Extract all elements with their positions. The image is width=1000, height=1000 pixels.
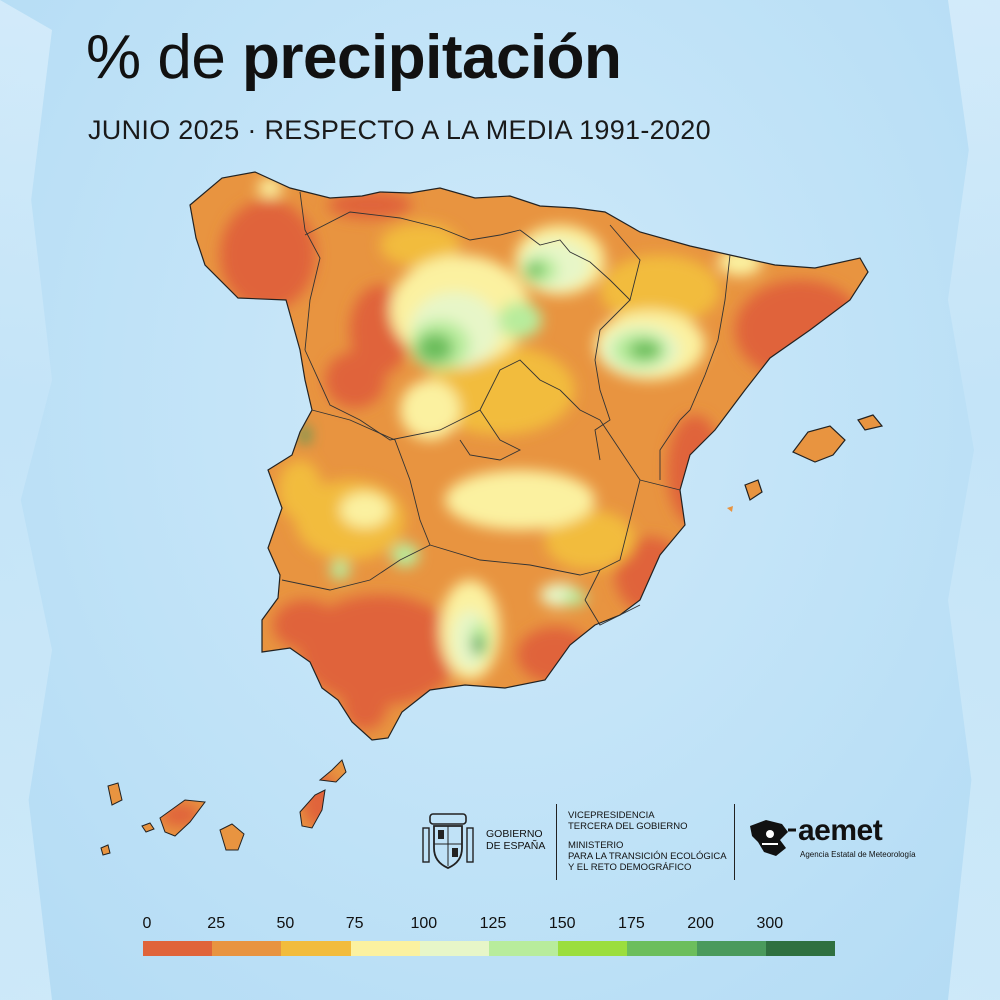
legend-swatch — [350, 941, 420, 956]
aemet-logo-icon — [750, 820, 796, 856]
legend-label: 50 — [276, 915, 295, 932]
legend-swatch — [143, 941, 213, 956]
vice-line-2: TERCERA DEL GOBIERNO — [568, 821, 688, 832]
institution-logos: GOBIERNO DE ESPAÑA VICEPRESIDENCIA TERCE… — [420, 800, 920, 890]
canary-islands — [100, 759, 347, 856]
precipitation-field — [101, 172, 882, 855]
regional-borders — [281, 191, 731, 626]
legend-label: 200 — [687, 915, 714, 932]
legend-label: 125 — [479, 915, 507, 932]
ministerio-line-1: MINISTERIO — [568, 840, 624, 851]
legend-label: 0 — [142, 915, 152, 932]
vice-line-1: VICEPRESIDENCIA — [568, 810, 655, 821]
gobierno-line-2: DE ESPAÑA — [486, 840, 546, 852]
legend-label: 300 — [756, 915, 784, 932]
legend-labels: 0 25 50 75 100 125 150 175 200 300 — [143, 915, 835, 939]
gobierno-text: GOBIERNO DE ESPAÑA — [486, 828, 545, 852]
aemet-wordmark: aemet — [798, 814, 883, 847]
legend-swatch — [489, 941, 559, 956]
title-word: precipitación — [242, 23, 622, 92]
divider — [556, 804, 557, 880]
legend-swatch — [419, 941, 490, 956]
ministerio-line-3: Y EL RETO DEMOGRÁFICO — [568, 862, 692, 873]
legend-swatch — [765, 941, 836, 956]
page-subtitle: JUNIO 2025 · RESPECTO A LA MEDIA 1991-20… — [88, 115, 711, 145]
title-prefix: % de — [86, 23, 243, 92]
legend-swatch — [558, 941, 628, 956]
page-title: % de precipitación — [86, 22, 622, 93]
aemet-subtitle: Agencia Estatal de Meteorología — [800, 850, 916, 859]
ministerio-text: MINISTERIO PARA LA TRANSICIÓN ECOLÓGICA … — [568, 840, 727, 873]
legend-label: 75 — [345, 915, 364, 932]
ministerio-line-2: PARA LA TRANSICIÓN ECOLÓGICA — [568, 851, 727, 862]
legend-swatch — [627, 941, 697, 956]
spain-coat-of-arms-icon — [422, 813, 474, 869]
legend-swatch — [212, 941, 282, 956]
legend-label: 100 — [410, 915, 438, 932]
gobierno-line-1: GOBIERNO — [486, 828, 543, 840]
legend-label: 25 — [207, 915, 226, 932]
legend-label: 175 — [618, 915, 645, 932]
legend-label: 150 — [548, 915, 576, 932]
legend-swatch — [281, 941, 351, 956]
vicepresidencia-text: VICEPRESIDENCIA TERCERA DEL GOBIERNO — [568, 810, 687, 832]
divider — [734, 804, 735, 880]
legend-swatch — [696, 941, 766, 956]
legend-color-bar — [143, 941, 836, 956]
